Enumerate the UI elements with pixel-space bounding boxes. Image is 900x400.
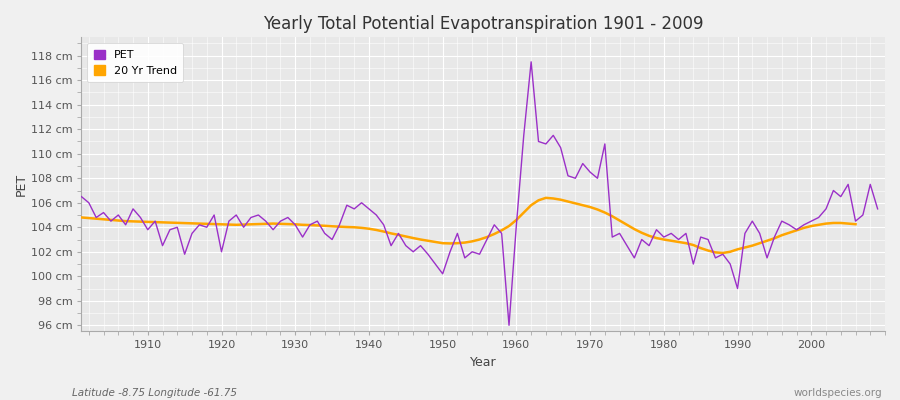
Title: Yearly Total Potential Evapotranspiration 1901 - 2009: Yearly Total Potential Evapotranspiratio… — [263, 15, 704, 33]
Text: Latitude -8.75 Longitude -61.75: Latitude -8.75 Longitude -61.75 — [72, 388, 237, 398]
Legend: PET, 20 Yr Trend: PET, 20 Yr Trend — [87, 43, 184, 82]
X-axis label: Year: Year — [470, 356, 497, 369]
Text: worldspecies.org: worldspecies.org — [794, 388, 882, 398]
Y-axis label: PET: PET — [15, 173, 28, 196]
